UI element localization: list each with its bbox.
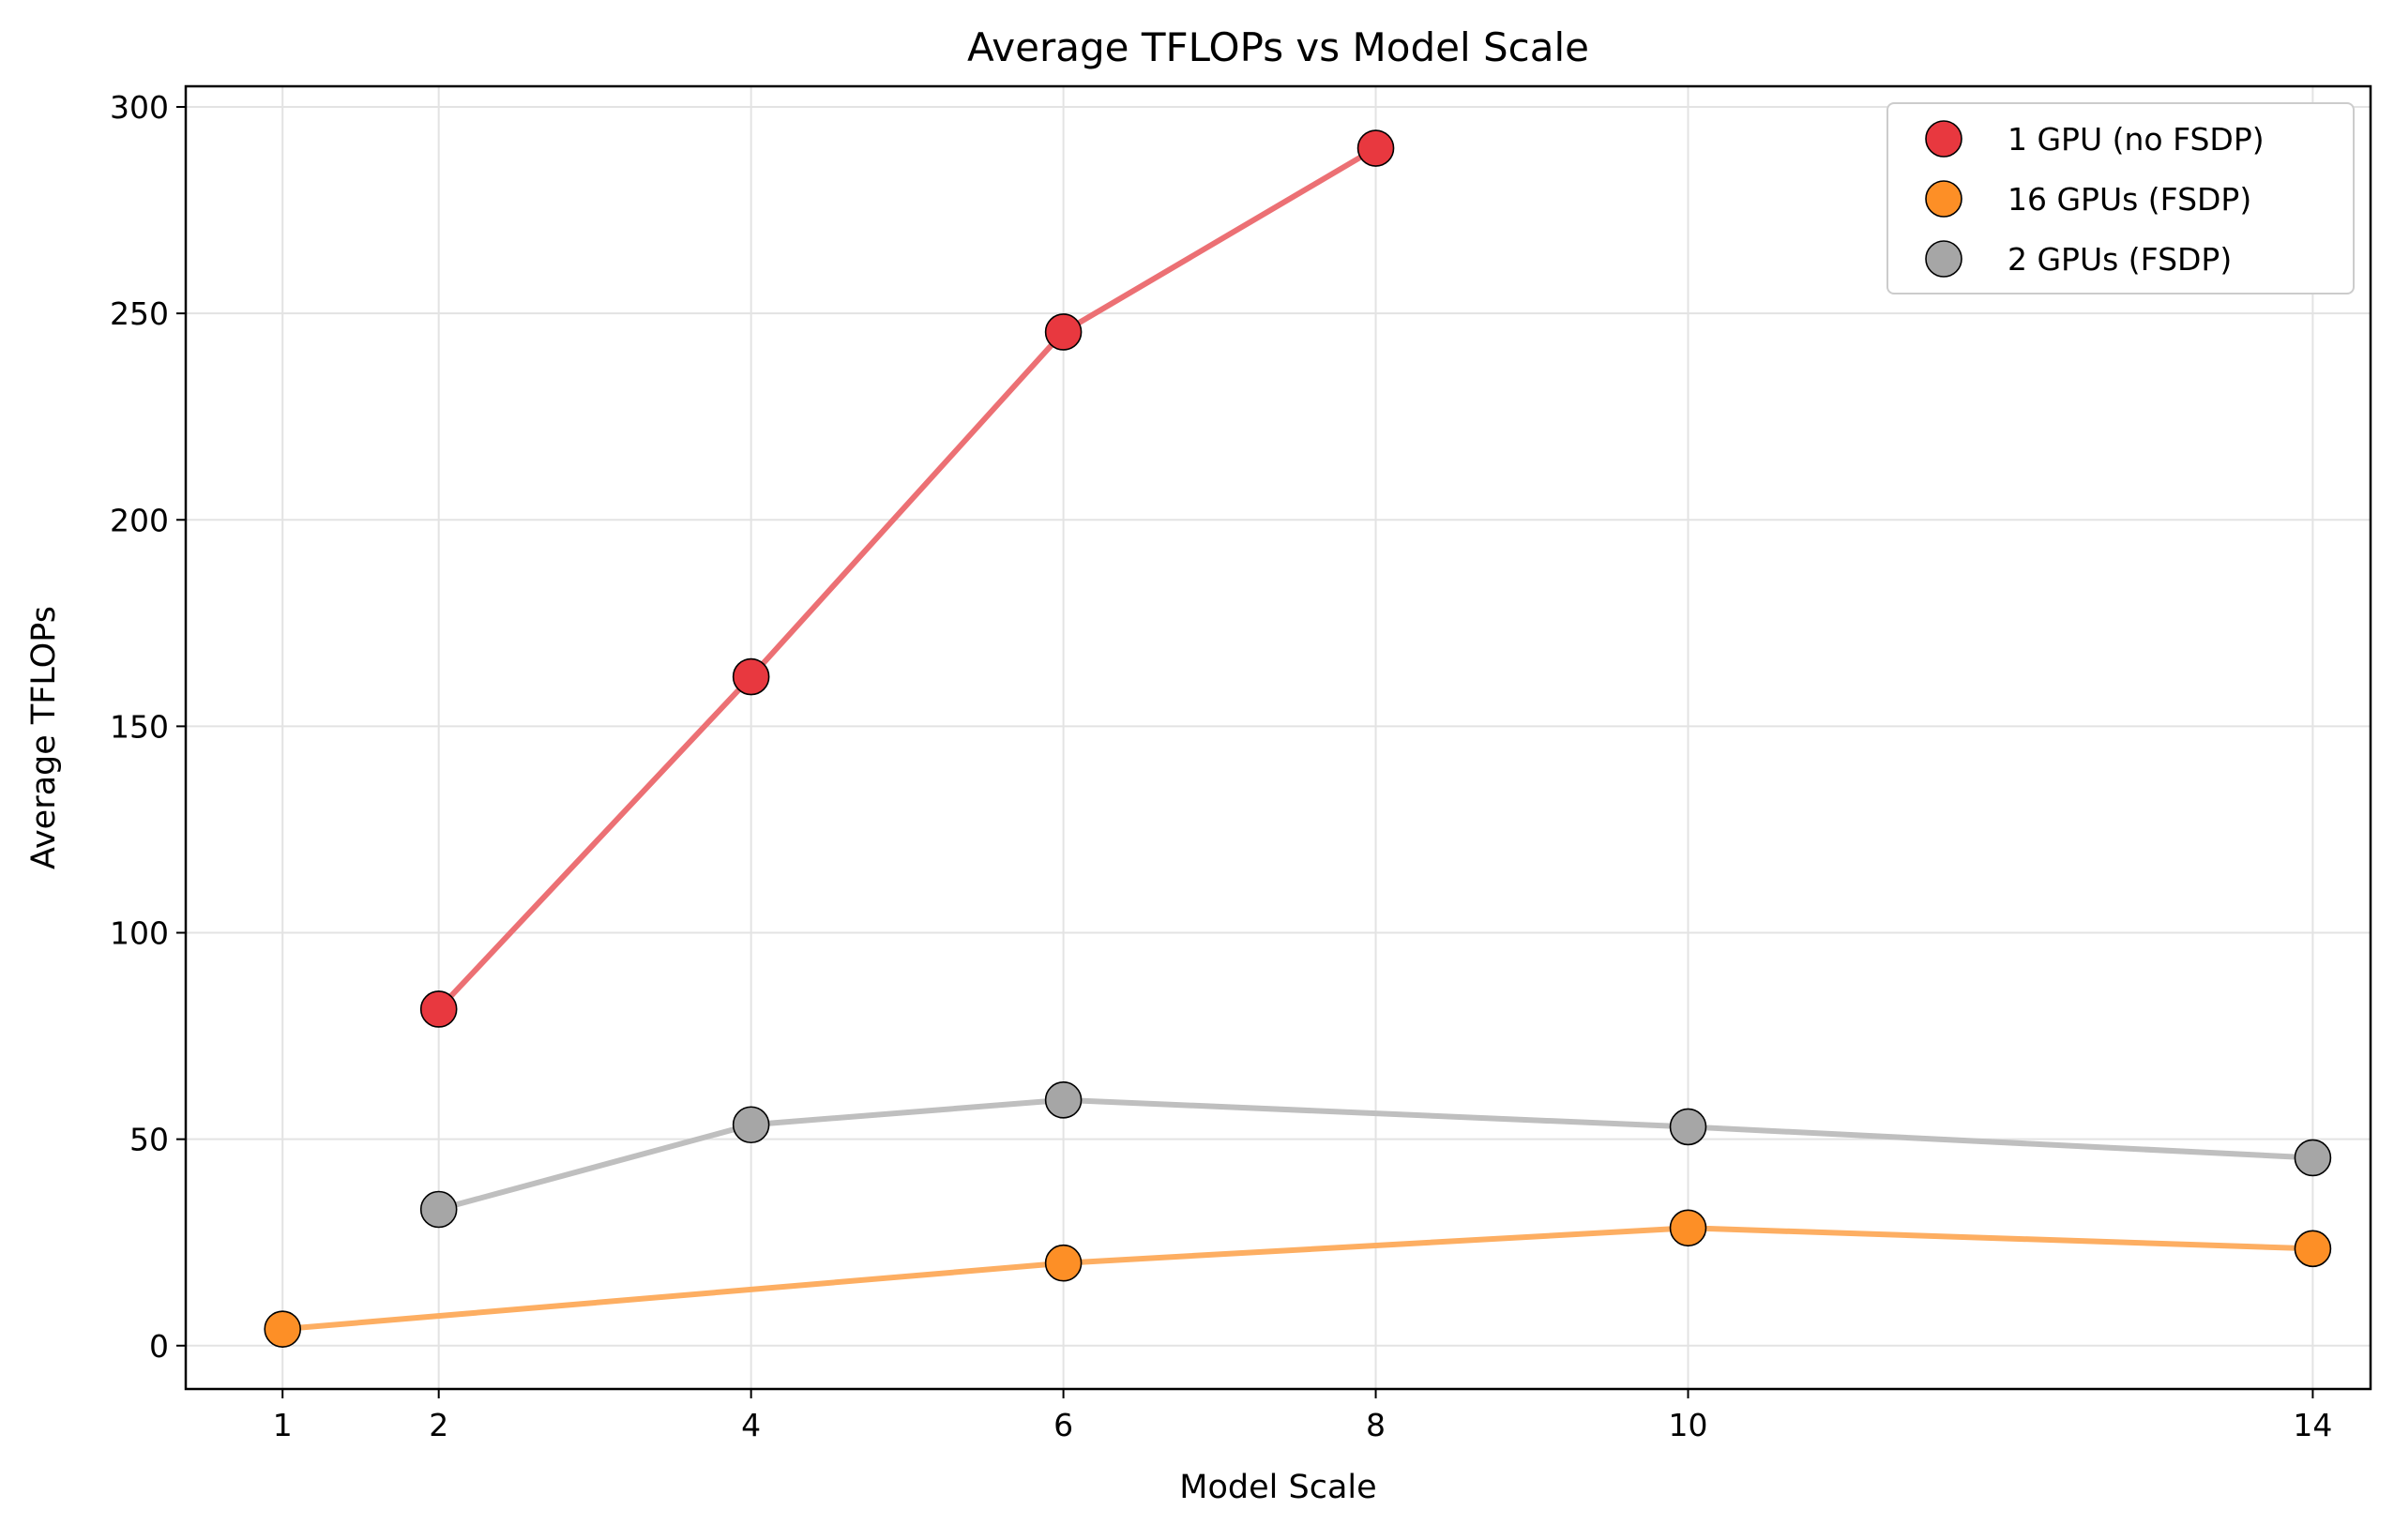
data-point-series-2 bbox=[2294, 1139, 2332, 1177]
legend-marker-0 bbox=[1925, 120, 1962, 158]
legend: 1 GPU (no FSDP) 16 GPUs (FSDP) 2 GPUs (FSD… bbox=[1886, 102, 2355, 294]
y-tick-label: 150 bbox=[110, 708, 169, 745]
x-tick-label: 2 bbox=[429, 1407, 448, 1443]
y-tick-label: 200 bbox=[110, 502, 169, 538]
x-tick-label: 10 bbox=[1668, 1407, 1707, 1443]
series-line-1 bbox=[280, 1225, 2316, 1333]
legend-box bbox=[1886, 102, 2355, 294]
data-point-series-0 bbox=[1356, 129, 1395, 167]
chart-title: Average TFLOPs vs Model Scale bbox=[967, 24, 1589, 70]
data-point-series-2 bbox=[1669, 1108, 1707, 1146]
x-axis-label: Model Scale bbox=[1179, 1469, 1376, 1506]
plot-frame bbox=[184, 84, 2372, 1391]
grid-lines bbox=[186, 86, 2371, 1389]
y-tick-label: 300 bbox=[110, 89, 169, 126]
y-tick-label: 100 bbox=[110, 915, 169, 952]
legend-label-2: 2 GPUs (FSDP) bbox=[2008, 241, 2232, 278]
y-tick-label: 250 bbox=[110, 295, 169, 332]
y-tick-label: 0 bbox=[149, 1328, 169, 1365]
data-point-series-1 bbox=[1044, 1244, 1083, 1282]
axis-ticks: 1 2 4 6 8 10 14 0 50 100 150 200 250 300 bbox=[110, 89, 2332, 1443]
x-tick-label: 14 bbox=[2293, 1407, 2332, 1443]
data-point-series-0 bbox=[1044, 313, 1083, 351]
series-line-0 bbox=[435, 145, 1379, 1012]
legend-label-1: 16 GPUs (FSDP) bbox=[2008, 181, 2251, 218]
series-layer bbox=[264, 129, 2332, 1348]
legend-marker-2 bbox=[1925, 240, 1962, 278]
y-tick-label: 50 bbox=[129, 1122, 169, 1158]
data-point-series-2 bbox=[1044, 1081, 1083, 1119]
x-tick-label: 8 bbox=[1366, 1407, 1386, 1443]
data-point-series-1 bbox=[1669, 1209, 1707, 1247]
data-point-series-0 bbox=[419, 990, 458, 1028]
data-point-series-0 bbox=[732, 657, 770, 696]
y-axis-label: Average TFLOPs bbox=[25, 606, 63, 869]
x-tick-label: 1 bbox=[273, 1407, 293, 1443]
data-point-series-2 bbox=[419, 1190, 458, 1229]
data-point-series-2 bbox=[732, 1106, 770, 1144]
x-tick-label: 4 bbox=[741, 1407, 761, 1443]
legend-marker-1 bbox=[1925, 180, 1962, 218]
x-tick-label: 6 bbox=[1053, 1407, 1073, 1443]
data-point-series-1 bbox=[264, 1310, 302, 1348]
legend-label-0: 1 GPU (no FSDP) bbox=[2008, 121, 2265, 158]
data-point-series-1 bbox=[2294, 1230, 2332, 1268]
